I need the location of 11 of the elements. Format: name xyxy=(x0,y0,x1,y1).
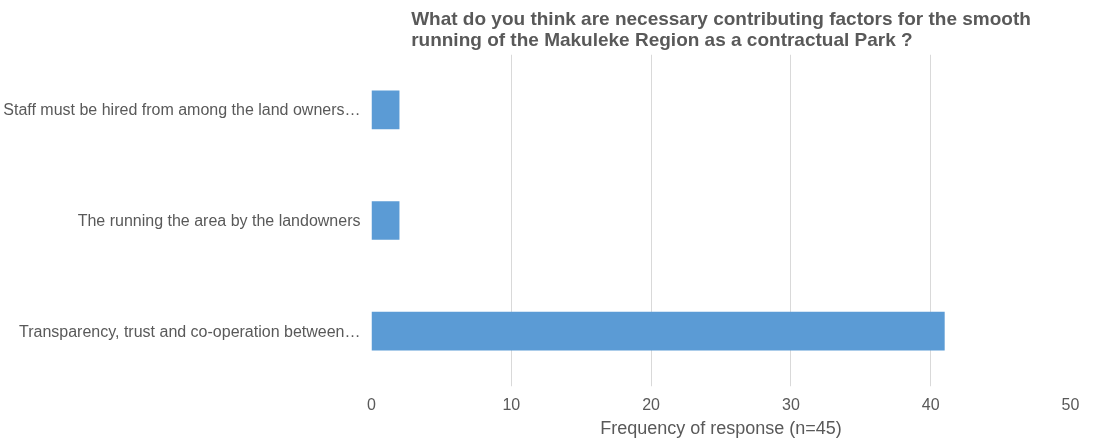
y-tick-label: The running the area by the landowners xyxy=(77,212,361,229)
x-tick-label: 10 xyxy=(502,395,521,413)
y-tick-label: Staff must be hired from among the land owners… xyxy=(3,101,361,119)
y-tick-label: Transparency, trust and co-operation between… xyxy=(18,322,361,340)
x-axis-title: Frequency of response (n=45) xyxy=(600,417,842,438)
x-tick-label: 40 xyxy=(921,395,940,413)
chart-title: What do you think are necessary contributing factors for the smooth running of the Makuleke Region as a contractual Park ? xyxy=(411,7,1031,50)
x-tick-label: 30 xyxy=(782,395,800,413)
x-tick-label: 0 xyxy=(367,395,377,413)
x-tick-label: 50 xyxy=(1061,395,1080,413)
x-tick-label: 20 xyxy=(642,395,661,413)
